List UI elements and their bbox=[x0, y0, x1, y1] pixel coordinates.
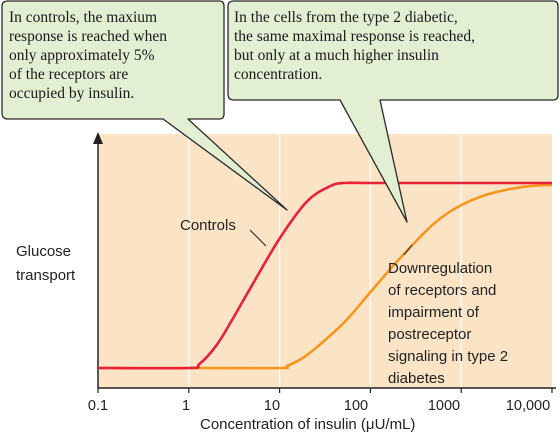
callout-left-line: only approximately 5% bbox=[9, 47, 155, 64]
leader-lines bbox=[249, 229, 413, 256]
callout-left-text: In controls, the maxium response is reac… bbox=[9, 8, 167, 103]
axes bbox=[93, 132, 556, 393]
callout-right-text: In the cells from the type 2 diabetic, t… bbox=[234, 8, 475, 84]
y-axis-label-line: transport bbox=[16, 267, 76, 284]
callout-right-line: In the cells from the type 2 diabetic, bbox=[234, 9, 458, 26]
x-tick-label: 0.1 bbox=[87, 398, 109, 414]
plot-background bbox=[98, 134, 552, 388]
y-axis-label: Glucose transport bbox=[16, 240, 75, 288]
y-axis-label-line: Glucose bbox=[16, 243, 72, 260]
diabetic-label-line: impairment of bbox=[388, 304, 479, 321]
diabetic-leader-line bbox=[403, 244, 413, 256]
diabetic-label-line: of receptors and bbox=[388, 282, 497, 299]
x-tick-label: 10 bbox=[263, 398, 281, 414]
controls-leader-line bbox=[249, 229, 267, 247]
callout-right-line: but only at a much higher insulin bbox=[234, 47, 439, 64]
diabetic-curve bbox=[98, 183, 553, 370]
controls-curve bbox=[97, 181, 552, 370]
callout-right-line: concentration. bbox=[234, 66, 323, 83]
diabetic-label-line: diabetes bbox=[388, 370, 445, 387]
diabetic-label-line: postreceptor bbox=[388, 326, 472, 343]
x-tick-label: 1 bbox=[181, 398, 191, 414]
callout-left-line: In controls, the maxium bbox=[9, 9, 158, 26]
callout-shapes bbox=[1, 0, 559, 223]
diabetic-label-line: Downregulation bbox=[388, 260, 493, 277]
callout-right-line: the same maximal response is reached, bbox=[234, 28, 476, 45]
callout-left-line: response is reached when bbox=[9, 28, 167, 45]
callout-left-line: of the receptors are bbox=[9, 66, 129, 83]
x-axis-label: Concentration of insulin (μU/mL) bbox=[200, 416, 416, 433]
diabetic-label-line: signaling in type 2 bbox=[388, 348, 509, 365]
x-tick-label: 1000 bbox=[427, 398, 461, 414]
x-tick-label: 10,000 bbox=[505, 398, 551, 414]
controls-label: Controls bbox=[180, 217, 236, 234]
x-tick-label: 100 bbox=[343, 398, 369, 414]
gridlines bbox=[188, 134, 462, 388]
callout-right-box bbox=[227, 0, 559, 223]
callout-left-line: occupied by insulin. bbox=[9, 85, 135, 102]
diabetic-curve-label: Downregulation of receptors and impairme… bbox=[388, 258, 508, 390]
callout-left-box bbox=[1, 0, 288, 211]
series-group bbox=[97, 181, 553, 370]
y-axis-arrowhead bbox=[93, 132, 103, 144]
